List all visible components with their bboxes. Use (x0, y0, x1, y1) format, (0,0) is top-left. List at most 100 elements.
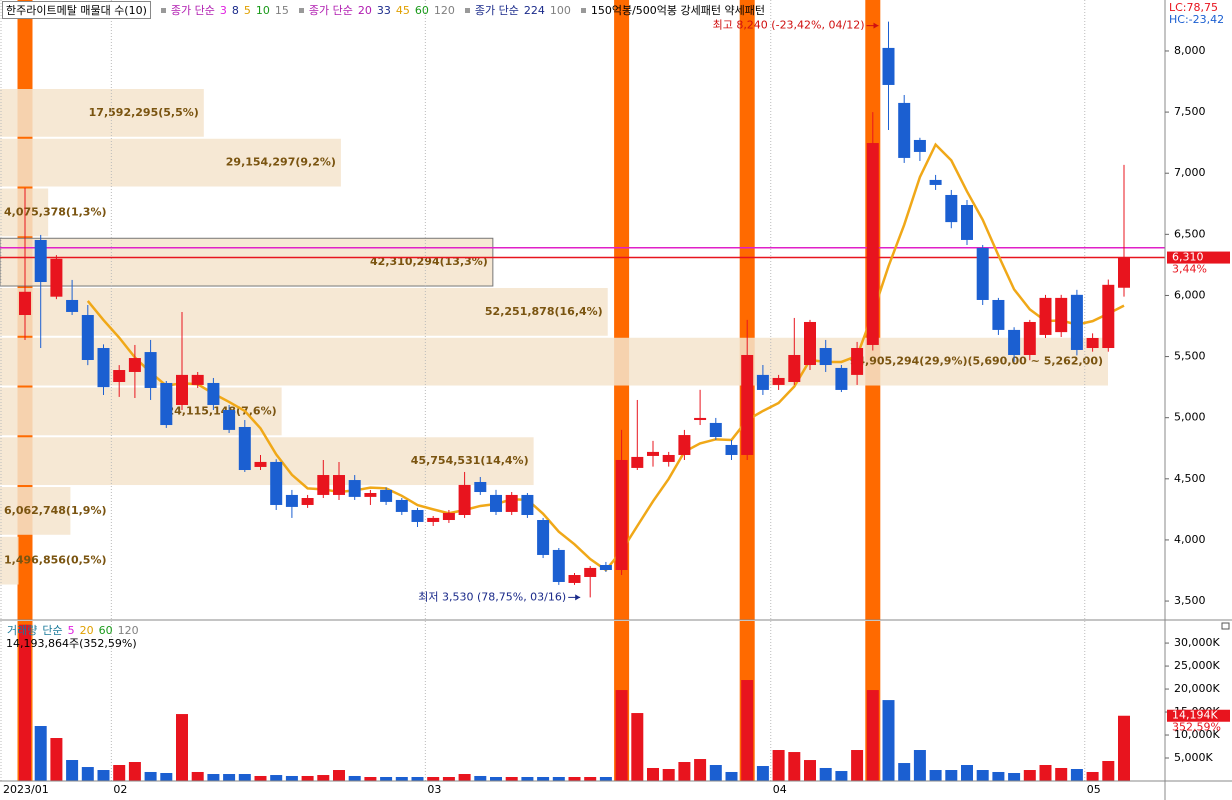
volume-bar (694, 759, 707, 781)
profile-label: 45,754,531(14,4%) (411, 454, 529, 467)
profile-bar (0, 536, 19, 585)
volume-bar (961, 765, 973, 781)
candle-body (615, 459, 628, 571)
volume-change: 352,59% (1172, 721, 1221, 734)
legend-item: 150억봉/500억봉 강세패턴 약세패턴 (590, 4, 765, 17)
volume-tag (1167, 709, 1230, 722)
price-change: 3,44% (1172, 263, 1207, 276)
volume-bar (788, 752, 801, 781)
profile-bar (0, 288, 608, 336)
legend-item: 10 (255, 3, 270, 17)
legend-item: 60 (98, 623, 113, 637)
volume-bar (348, 775, 361, 781)
candle-body (144, 352, 157, 388)
profile-bar (0, 138, 341, 187)
candle-body (1086, 337, 1099, 349)
volume-bar (50, 738, 63, 781)
volume-bar (866, 690, 879, 781)
candle-body (851, 348, 864, 375)
candle-body (301, 498, 314, 505)
candle-body (662, 454, 675, 462)
volume-bar (552, 777, 565, 781)
candle-body (976, 247, 989, 300)
volume-bar (898, 763, 911, 781)
y-tick-label: 5,500 (1174, 350, 1206, 363)
legend-item: 120 (433, 3, 455, 17)
legend-item: 20 (357, 3, 372, 17)
volume-bar (395, 777, 408, 781)
candle-body (1070, 294, 1083, 350)
volume-bar (1070, 769, 1083, 781)
volume-legend: 거래량 단순 5 20 60 120 (2, 622, 139, 638)
volume-bar (223, 774, 236, 781)
candle-body (725, 444, 738, 455)
y-tick-label: 3,500 (1174, 594, 1206, 607)
legend-item: 종가 단순 (308, 4, 353, 17)
candle-body (819, 348, 832, 366)
legend-item: 33 (376, 3, 391, 17)
candle-body (866, 143, 879, 345)
legend-item: 15 (274, 3, 289, 17)
y-tick-label: 7,000 (1174, 166, 1206, 179)
y-tick-label: 4,000 (1174, 533, 1206, 546)
candle-body (788, 354, 801, 382)
y-tick-label: 10,000K (1174, 728, 1220, 741)
volume-bar (835, 771, 848, 781)
candle-body (1023, 321, 1036, 355)
volume-info: 14,193,864주(352,59%) (6, 637, 137, 650)
volume-bar (772, 750, 785, 781)
legend-item: 5 (243, 3, 251, 17)
volume-bar (1086, 771, 1099, 781)
legend-item: 단순 (42, 624, 63, 637)
volume-bar (631, 713, 644, 781)
volume-bar (725, 771, 738, 781)
volume-bar (333, 770, 345, 781)
candle-body (113, 370, 126, 382)
y-tick-label: 30,000K (1174, 636, 1220, 649)
x-tick-label: 02 (113, 783, 127, 796)
corner-label: HC:-23,42 (1169, 13, 1224, 26)
volume-bar (191, 771, 204, 781)
profile-bar (0, 437, 534, 486)
volume-bar (741, 680, 754, 781)
y-tick-label: 25,000K (1174, 659, 1220, 672)
candle-body (34, 239, 47, 283)
candle-body (19, 291, 31, 316)
profile-label: 42,310,294(13,3%) (370, 255, 488, 268)
volume-bar (647, 767, 659, 781)
volume-bar (662, 769, 675, 781)
candle-body (160, 382, 173, 426)
volume-bar (913, 750, 926, 781)
volume-bar (882, 700, 895, 781)
y-tick-label: 7,500 (1174, 105, 1206, 118)
volume-bar (1118, 715, 1130, 781)
candle-body (678, 435, 691, 455)
volume-bar (1023, 770, 1036, 781)
candle-body (709, 422, 722, 438)
profile-label: 94,905,294(29,9%)(5,690,00 ~ 5,262,00) (850, 355, 1103, 368)
x-tick-label: 03 (427, 783, 441, 796)
profile-bar (0, 237, 494, 287)
volume-bar (285, 775, 298, 781)
profile-label: 52,251,878(16,4%) (485, 305, 603, 318)
volume-bar (380, 777, 393, 781)
candle-body (961, 204, 973, 240)
legend: 한주라이트메탈 매물대 수(10) 종가 단순 3 8 5 10 15 종가 단순 20 33 4… (2, 1, 765, 19)
profile-label: 24,115,148(7,6%) (166, 404, 276, 417)
volume-bar (819, 767, 832, 781)
candle-body (756, 374, 769, 390)
candle-body (380, 489, 393, 502)
candle-body (442, 512, 455, 521)
y-tick-label: 8,000 (1174, 44, 1206, 57)
candle-body (992, 299, 1005, 330)
candle-body (427, 517, 440, 522)
volume-bar (584, 777, 597, 781)
volume-bar (207, 774, 220, 781)
legend-group: 종가 단순 20 33 45 60 120 (298, 1, 455, 19)
candle-body (804, 321, 816, 366)
pane-button (1221, 622, 1230, 630)
candle-body (584, 567, 597, 577)
high-annotation: 최고 8,240 (-23,42%, 04/12) (713, 19, 865, 32)
volume-bar (97, 770, 110, 781)
legend-item: 종가 단순 (474, 4, 519, 17)
